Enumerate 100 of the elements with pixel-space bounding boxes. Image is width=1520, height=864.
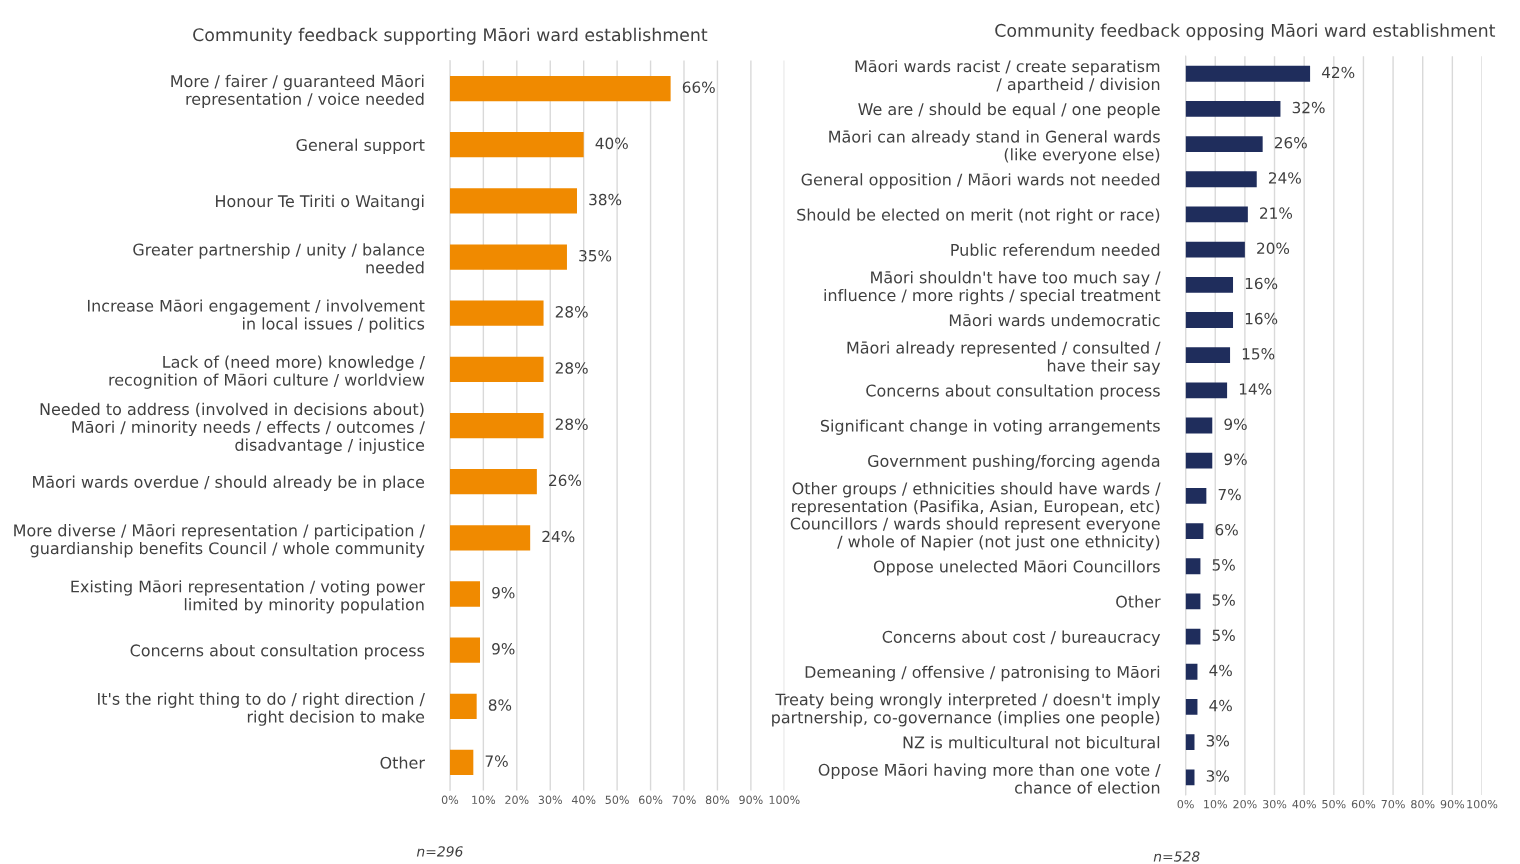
y-tick-label: Significant change in voting arrangements xyxy=(820,419,1160,435)
y-tick-label: Greater partnership / unity / balance needed xyxy=(133,243,425,274)
bar xyxy=(1185,452,1213,469)
bar xyxy=(449,637,481,663)
x-tick-label: 100% xyxy=(1467,799,1498,809)
y-tick-label: Demeaning / offensive / patronising to Māori xyxy=(805,665,1160,682)
x-tick-label: 90% xyxy=(739,795,763,805)
y-tick-label: Lack of (need more) knowledge / recognition of Māori culture / worldview xyxy=(109,355,425,389)
data-label: 66% xyxy=(682,81,715,93)
data-label: 7% xyxy=(1218,488,1241,501)
data-label: 38% xyxy=(589,193,622,206)
bar xyxy=(449,412,544,439)
data-label: 4% xyxy=(1209,664,1232,677)
data-label: 28% xyxy=(555,418,588,430)
y-tick-label: Concerns about consultation process xyxy=(130,644,425,660)
data-label: 9% xyxy=(1224,453,1247,466)
data-label: 9% xyxy=(492,586,515,599)
x-tick-label: 40% xyxy=(1292,799,1316,809)
x-tick-label: 60% xyxy=(1351,799,1376,809)
y-tick-label: Government pushing/forcing agenda xyxy=(868,454,1160,471)
bar xyxy=(1185,417,1213,434)
bar xyxy=(449,75,671,102)
data-label: 14% xyxy=(1239,383,1272,395)
y-tick-label: Concerns about cost / bureaucracy xyxy=(882,630,1161,646)
bar xyxy=(449,188,577,214)
x-tick-label: 90% xyxy=(1440,799,1465,809)
bar xyxy=(1185,65,1311,82)
y-tick-label: General opposition / Māori wards not needed xyxy=(801,173,1160,189)
y-tick-label: Māori can already stand in General wards (like everyone else) xyxy=(829,130,1160,164)
y-tick-label: It's the right thing to do / right direction / right decision to make xyxy=(98,692,425,726)
bar xyxy=(1185,347,1231,364)
y-tick-label: Māori wards racist / create separatism / apartheid / division xyxy=(855,59,1160,94)
y-tick-label: Honour Te Tiriti o Waitangi xyxy=(216,194,424,211)
y-tick-label: Oppose Māori having more than one vote / chance of election xyxy=(818,763,1161,794)
y-tick-label: More diverse / Māori representation / participation / guardianship benefits Council / whole community xyxy=(14,524,425,558)
x-tick-label: 20% xyxy=(505,795,529,805)
data-label: 3% xyxy=(1206,734,1229,747)
y-tick-label: NZ is multicultural not bicultural xyxy=(903,736,1160,749)
bar xyxy=(449,356,544,382)
data-label: 5% xyxy=(1212,594,1235,606)
bar xyxy=(449,469,537,495)
data-label: 4% xyxy=(1209,699,1232,712)
data-label: 8% xyxy=(488,699,512,711)
bar xyxy=(449,300,544,326)
data-label: 32% xyxy=(1292,101,1325,114)
data-label: 42% xyxy=(1321,66,1355,79)
x-tick-label: 50% xyxy=(605,795,629,805)
x-tick-label: 20% xyxy=(1233,799,1257,809)
text: n=528 xyxy=(1153,851,1200,862)
y-tick-label: More / fairer / guaranteed Māori representation / voice needed xyxy=(171,74,424,109)
y-tick-label: Increase Māori engagement / involvement in local issues / politics xyxy=(87,299,425,333)
data-label: 26% xyxy=(549,474,582,487)
data-label: 7% xyxy=(485,755,508,767)
bar xyxy=(1185,699,1198,715)
bar xyxy=(1185,206,1248,223)
y-tick-label: Other groups / ethnicities should have wards / representation (Pasifika, Asian, European, etc) xyxy=(792,482,1161,516)
bar xyxy=(1185,136,1263,153)
bar xyxy=(1185,382,1228,399)
data-label: 28% xyxy=(555,362,588,374)
bar xyxy=(1185,734,1195,751)
x-tick-label: 50% xyxy=(1322,799,1346,809)
x-tick-label: 0% xyxy=(441,795,459,805)
y-tick-label: Māori wards overdue / should already be in place xyxy=(33,475,425,492)
bar xyxy=(449,581,481,607)
y-tick-label: Māori already represented / consulted / have their say xyxy=(847,341,1161,375)
y-tick-label: Oppose unelected Māori Councillors xyxy=(873,560,1160,576)
x-tick-label: 80% xyxy=(1411,799,1435,809)
chart-title: Community feedback supporting Māori ward establishment xyxy=(193,27,708,45)
x-tick-label: 80% xyxy=(705,795,730,805)
bar xyxy=(1185,276,1234,293)
data-label: 16% xyxy=(1245,312,1278,325)
data-label: 28% xyxy=(555,306,588,318)
bar xyxy=(1185,663,1198,680)
y-tick-label: General support xyxy=(296,138,425,155)
x-tick-label: 70% xyxy=(1381,799,1405,809)
y-tick-label: Concerns about consultation process xyxy=(866,384,1160,400)
data-label: 9% xyxy=(1224,418,1247,430)
bar xyxy=(1185,101,1281,117)
data-label: 35% xyxy=(579,249,612,262)
y-tick-label: Should be elected on merit (not right or race) xyxy=(797,208,1160,224)
bar xyxy=(449,132,584,158)
bar xyxy=(1185,593,1201,610)
bar xyxy=(449,244,567,270)
y-tick-label: Councillors / wards should represent everyone / whole of Napier (not just one ethnicity) xyxy=(790,517,1160,551)
x-tick-label: 10% xyxy=(1204,799,1227,809)
data-label: 15% xyxy=(1242,348,1275,360)
data-label: 5% xyxy=(1212,559,1235,571)
bar xyxy=(1185,171,1257,188)
bar xyxy=(1185,487,1207,504)
y-tick-label: Other xyxy=(1116,595,1161,608)
x-tick-label: 30% xyxy=(538,795,562,805)
data-label: 40% xyxy=(595,137,628,150)
x-tick-label: 40% xyxy=(571,795,596,805)
data-label: 9% xyxy=(492,643,515,655)
bar xyxy=(449,525,531,551)
y-tick-label: Treaty being wrongly interpreted / doesn't imply partnership, co-governance (implies one people) xyxy=(772,693,1161,727)
x-tick-label: 100% xyxy=(769,795,800,805)
data-label: 20% xyxy=(1257,242,1290,255)
data-label: 3% xyxy=(1206,770,1229,782)
bar xyxy=(449,749,474,776)
